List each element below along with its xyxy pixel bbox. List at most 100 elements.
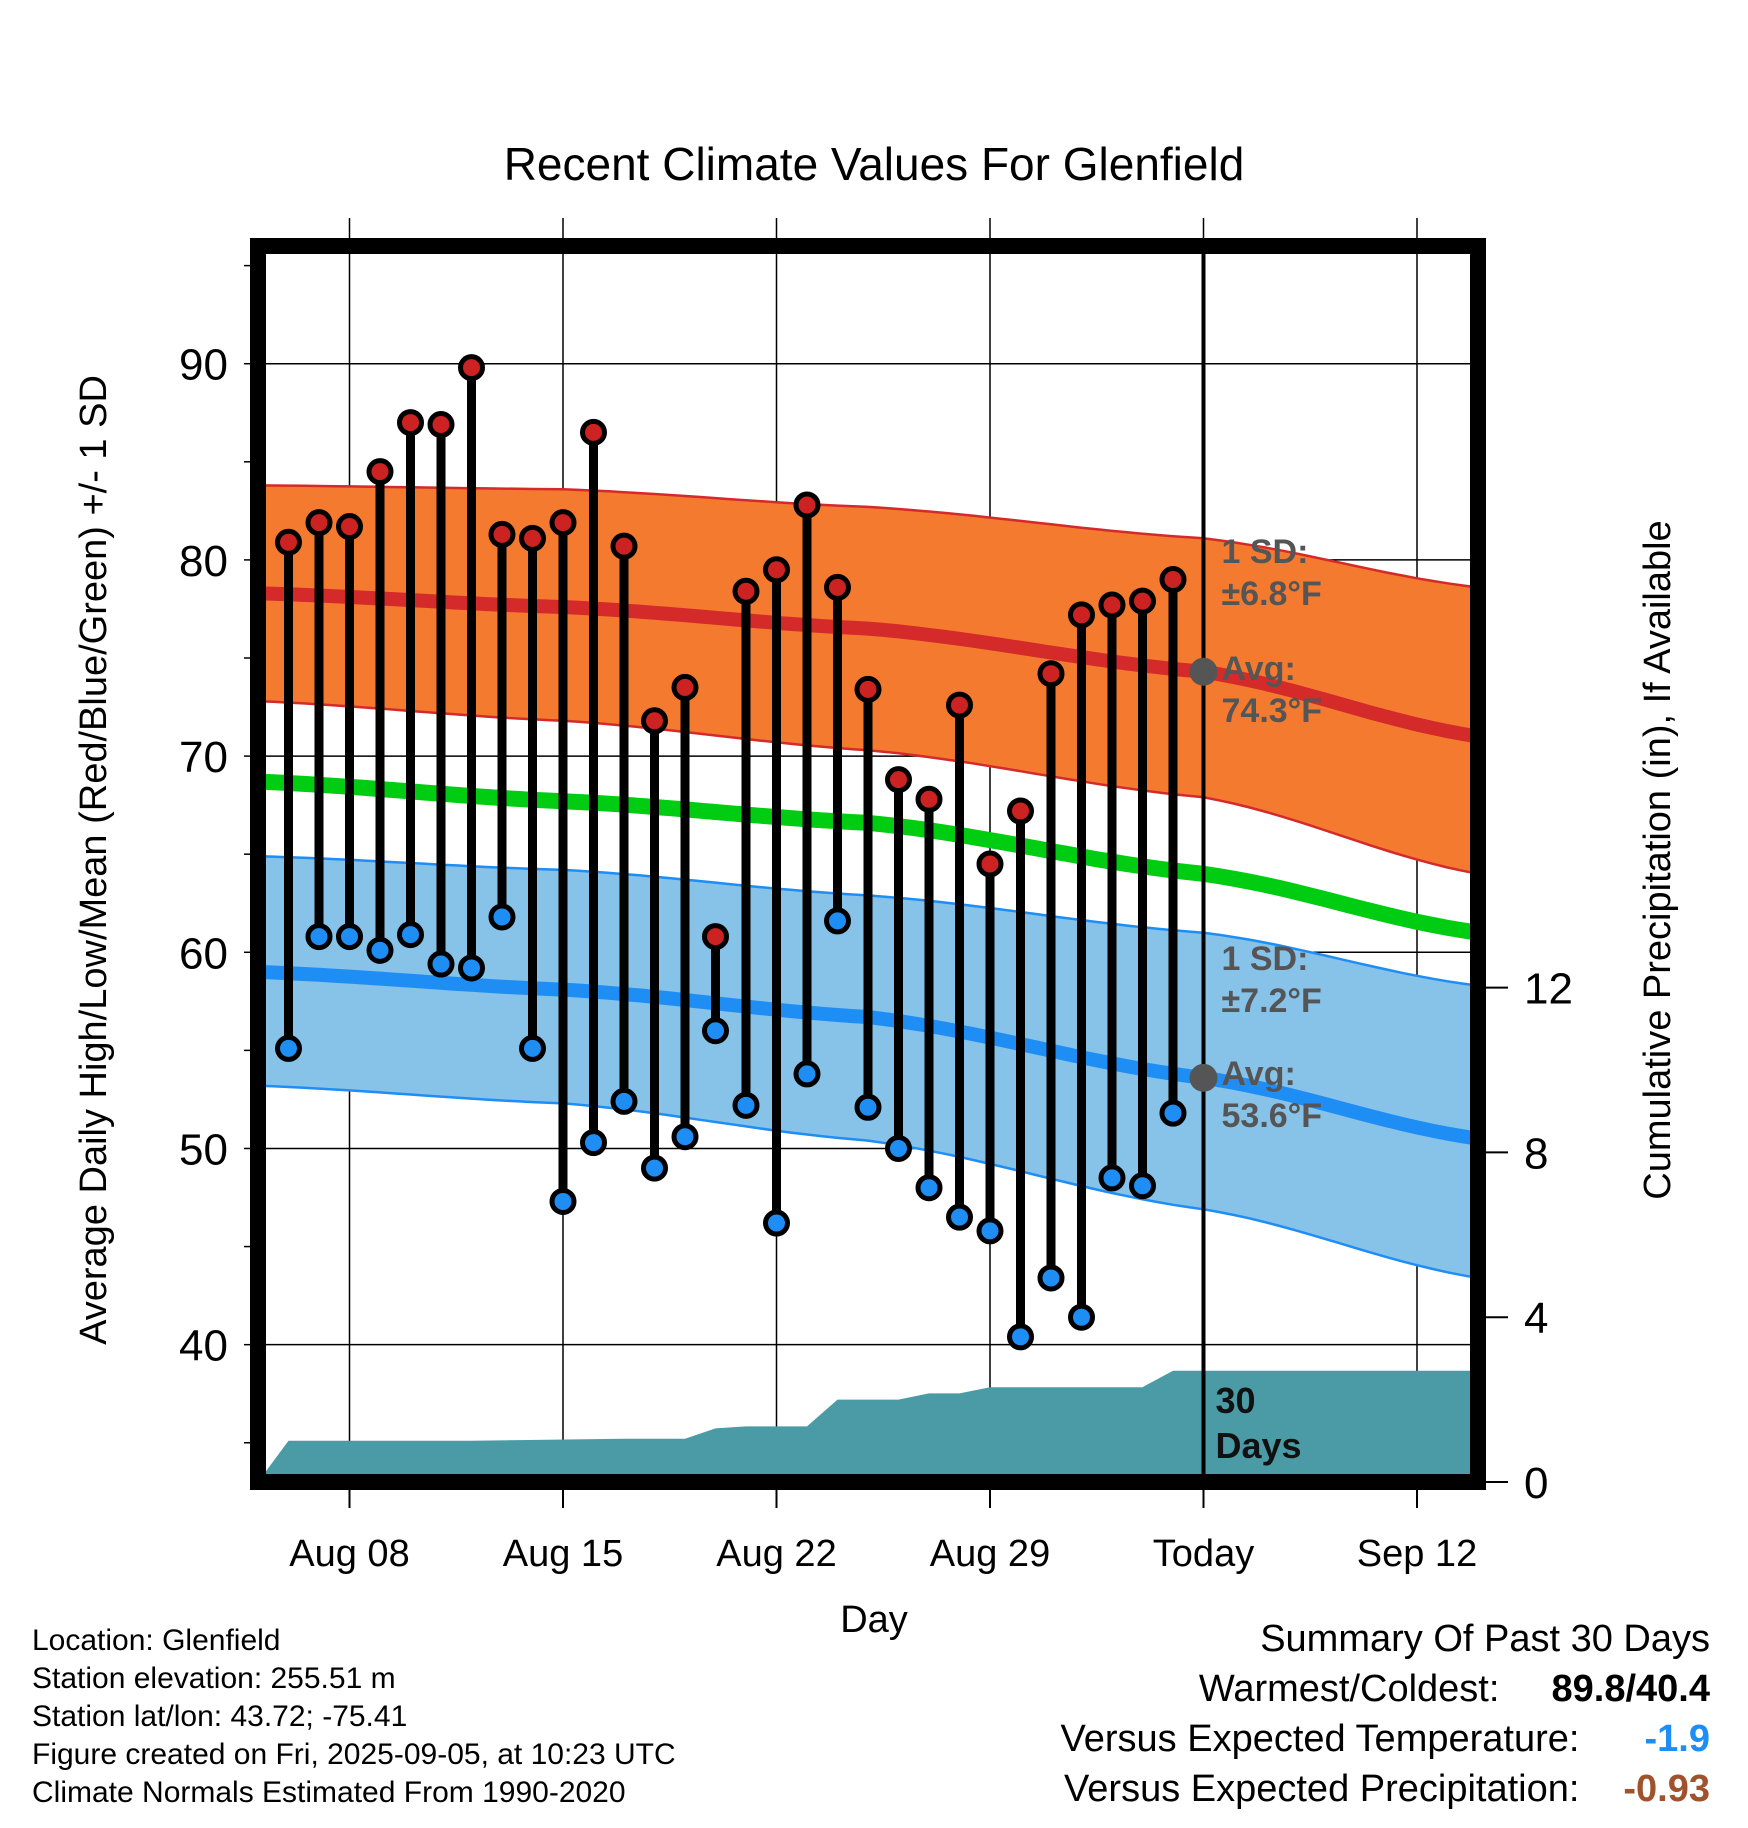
daily-low-point	[488, 903, 516, 931]
x-tick-label: Aug 08	[289, 1533, 409, 1575]
precip-vs-expected-value: -0.93	[1623, 1768, 1710, 1810]
day-observation	[824, 573, 851, 935]
high-sd-label: 1 SD:	[1222, 533, 1309, 571]
day-observation	[580, 418, 607, 1157]
day-observation	[610, 532, 638, 1115]
warmest-value: 89.8	[1551, 1668, 1626, 1710]
y-tick-label: 90	[179, 341, 228, 390]
daily-low-point	[793, 1060, 821, 1088]
daily-low-point	[305, 923, 333, 951]
y2-tick-label: 12	[1524, 965, 1573, 1014]
precipitation-area	[258, 1370, 1478, 1482]
y2-tick-label: 4	[1524, 1294, 1548, 1343]
day-observation	[427, 411, 455, 978]
plot-border	[250, 238, 1486, 1490]
x-axis-label: Day	[840, 1599, 908, 1641]
y2-tick-label: 0	[1524, 1459, 1548, 1508]
high-normal-line	[257, 586, 1480, 744]
summary-temperature: Versus Expected Temperature: -1.9	[1061, 1714, 1710, 1764]
daily-low-point	[976, 1217, 1004, 1245]
temp-vs-expected-value: -1.9	[1644, 1718, 1710, 1760]
day-observation	[1098, 591, 1126, 1192]
low-sd-lower-line	[257, 1084, 1479, 1280]
daily-low-point	[580, 1129, 607, 1157]
day-observation	[671, 673, 699, 1151]
x-tick-label: Sep 12	[1357, 1533, 1477, 1575]
daily-high-point	[580, 418, 607, 446]
daily-low-point	[946, 1203, 973, 1231]
x-tick-label: Today	[1153, 1533, 1254, 1575]
daily-high-point	[641, 707, 668, 735]
daily-low-point	[854, 1093, 882, 1121]
y-axis-label: Average Daily High/Low/Mean (Red/Blue/Gr…	[73, 375, 115, 1345]
day-observation	[915, 785, 943, 1202]
day-observation	[275, 528, 302, 1062]
daily-high-point	[824, 573, 851, 601]
daily-high-point	[397, 409, 424, 437]
daily-low-point	[763, 1209, 790, 1237]
x-tick-label: Aug 29	[930, 1533, 1050, 1575]
day-observation	[305, 509, 333, 951]
normals-text: Climate Normals Estimated From 1990-2020	[32, 1776, 626, 1809]
normal-annotations: 1 SD: ±6.8°F Avg: 74.3°F 1 SD: ±7.2°F Avg: 53.6…	[1189, 533, 1322, 1135]
low-avg-label: Avg:	[1222, 1055, 1296, 1093]
daily-high-point	[1068, 601, 1095, 629]
x-tick-label: Aug 15	[503, 1533, 623, 1575]
daily-low-point	[336, 923, 363, 951]
day-observation	[1037, 660, 1065, 1292]
daily-low-point	[641, 1154, 668, 1182]
low-sd-label: 1 SD:	[1222, 940, 1309, 978]
daily-low-point	[397, 921, 424, 949]
y2-tick-label: 8	[1524, 1129, 1548, 1178]
daily-low-point	[1037, 1264, 1065, 1292]
low-avg-today-marker	[1189, 1063, 1218, 1092]
high-avg-today-marker	[1189, 657, 1218, 686]
day-observation	[397, 409, 424, 949]
day-observation	[336, 513, 363, 951]
daily-high-point	[793, 491, 821, 519]
day-observation	[1129, 587, 1156, 1200]
daily-low-point	[1007, 1323, 1034, 1351]
low-sd-value: ±7.2°F	[1222, 982, 1322, 1020]
plot-frame	[250, 238, 1486, 1490]
day-observation	[885, 766, 912, 1162]
warmest-coldest-value: 89.8/40.4	[1551, 1668, 1711, 1710]
daily-low-point	[732, 1091, 760, 1119]
today-days-number: 30	[1216, 1380, 1256, 1421]
coldest-value: 40.4	[1636, 1668, 1710, 1710]
summary-extremes: Warmest/Coldest: 89.8/40.4	[1061, 1664, 1710, 1714]
daily-low-point	[275, 1034, 302, 1062]
day-observation	[488, 520, 516, 931]
high-sd-value: ±6.8°F	[1222, 575, 1322, 613]
daily-low-point	[1098, 1164, 1126, 1192]
location-text: Location: Glenfield	[32, 1624, 281, 1657]
day-observation	[976, 850, 1004, 1245]
daily-low-point	[671, 1123, 699, 1151]
daily-observations	[275, 354, 1187, 1351]
day-observation	[641, 707, 668, 1182]
daily-high-point	[1129, 587, 1156, 615]
daily-low-point	[1159, 1099, 1187, 1127]
warmest-coldest-label: Warmest/Coldest:	[1198, 1668, 1500, 1710]
daily-high-point	[488, 520, 516, 548]
daily-low-point	[519, 1034, 546, 1062]
today-days-label: Days	[1216, 1425, 1302, 1466]
daily-high-point	[305, 509, 333, 537]
daily-high-point	[366, 458, 394, 486]
day-observation	[946, 691, 973, 1231]
day-observation	[1068, 601, 1095, 1331]
daily-high-point	[885, 766, 912, 794]
daily-high-point	[1098, 591, 1126, 619]
daily-high-point	[427, 411, 455, 439]
daily-high-point	[275, 528, 302, 556]
day-observation	[702, 923, 729, 1045]
day-observation	[549, 509, 577, 1215]
daily-low-point	[702, 1017, 729, 1045]
high-sd-upper-line	[257, 484, 1479, 589]
daily-high-point	[336, 513, 363, 541]
daily-low-point	[824, 907, 851, 935]
daily-high-point	[732, 577, 760, 605]
daily-high-point	[610, 532, 638, 560]
